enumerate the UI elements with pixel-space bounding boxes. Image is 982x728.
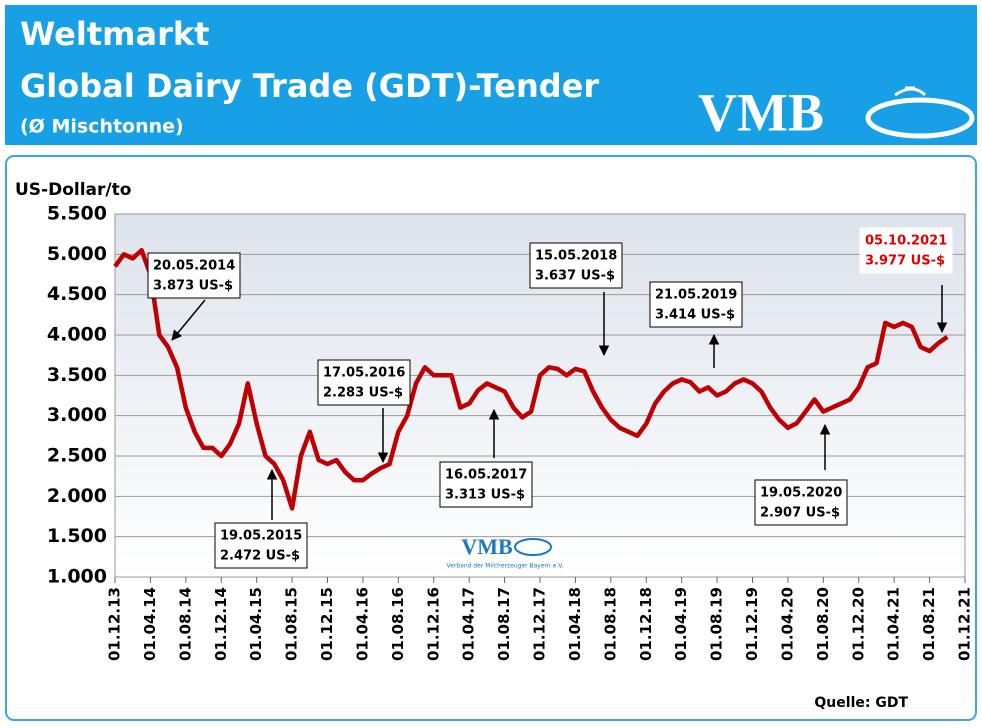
watermark-swoosh [514, 538, 552, 556]
line [113, 248, 949, 511]
annotation-box [147, 252, 241, 299]
annotation-box [317, 359, 411, 406]
subtitle: Global Dairy Trade (GDT)-Tender [20, 67, 599, 105]
x-tick-label: 01.08.15 [283, 587, 301, 661]
title: Weltmarkt [20, 15, 209, 53]
source: Quelle: GDT [814, 695, 908, 711]
y-tick-label: 2.500 [47, 445, 107, 467]
logo: VMB [698, 82, 824, 142]
y-tick-label: 5.000 [47, 243, 107, 265]
note: (Ø Mischtonne) [20, 116, 184, 138]
y-tick-label: 3.500 [47, 364, 107, 386]
x-tick-label: 01.04.19 [672, 587, 690, 661]
annotation-value: 3.313 US-$ [445, 488, 525, 503]
y-tick-label: 4.500 [47, 283, 107, 305]
x-tick-label: 01.12.14 [212, 587, 230, 661]
annotation-date: 19.05.2015 [220, 529, 302, 544]
logo-icon [894, 86, 927, 97]
annotation-value: 2.472 US-$ [220, 549, 300, 564]
annotation-box [649, 281, 743, 328]
annotation-date: 20.05.2014 [153, 259, 235, 274]
x-tick-label: 01.12.16 [424, 587, 442, 661]
annotation-box [754, 479, 848, 526]
x-tick-label: 01.12.19 [743, 587, 761, 661]
annotation-date: 16.05.2017 [445, 468, 527, 483]
annotation-date: 05.10.2021 [865, 234, 947, 249]
x-tick-label: 01.04.20 [778, 587, 796, 661]
x-tick-label: 01.12.21 [956, 587, 974, 661]
x-tick-label: 01.12.20 [849, 587, 867, 661]
watermark-logo: VMB [461, 534, 513, 559]
annotation-box [439, 461, 533, 508]
x-tick-label: 01.08.20 [814, 587, 832, 661]
annotation-value: 2.907 US-$ [760, 506, 840, 521]
y-tick-label: 3.000 [47, 404, 107, 426]
x-tick-label: 01.12.17 [531, 587, 549, 661]
x-tick-label: 01.04.18 [566, 587, 584, 661]
x-tick-label: 01.08.16 [389, 587, 407, 661]
plot: 1.000 1.500 2.000 2.500 3.000 3.500 4.000 4.500… [47, 203, 974, 662]
y-tick-label: 4.000 [47, 324, 107, 346]
x-tick-label: 01.04.15 [247, 587, 265, 661]
x-tick-label: 01.04.14 [141, 587, 159, 661]
x-tick-label: 01.12.18 [637, 587, 655, 661]
header-panel [5, 5, 977, 145]
annotation-value: 3.873 US-$ [153, 279, 233, 294]
watermark-text: Verband der Milcherzeuger Bayern e.V. [447, 563, 564, 570]
y-tick-label: 1.500 [47, 525, 107, 547]
annotation-date: 15.05.2018 [535, 249, 617, 264]
x-tick-label: 01.08.14 [176, 587, 194, 661]
annotation-box [859, 227, 953, 274]
y-axis-label: US-Dollar/to [15, 180, 131, 200]
annotation-date: 21.05.2019 [655, 288, 737, 303]
annotation-arrow [171, 299, 206, 341]
y-tick-label: 1.000 [47, 566, 107, 588]
y-tick-label: 2.000 [47, 485, 107, 507]
x-tick-label: 01.08.19 [708, 587, 726, 661]
x-tick-label: 01.04.16 [353, 587, 371, 661]
x-tick-label: 01.08.17 [495, 587, 513, 661]
annotation-value: 3.637 US-$ [535, 269, 615, 284]
annotation-date: 19.05.2020 [760, 486, 842, 501]
x-tick-label: 01.04.17 [460, 587, 478, 661]
y-tick-label: 5.500 [47, 203, 107, 225]
annotation-box [214, 522, 308, 569]
annotation-value: 3.977 US-$ [865, 254, 945, 269]
logo-swoosh [865, 97, 975, 139]
x-tick-label: 01.08.18 [601, 587, 619, 661]
x-tick-label: 01.12.15 [318, 587, 336, 661]
x-tick-label: 01.08.21 [920, 587, 938, 661]
annotation-value: 2.283 US-$ [323, 386, 403, 401]
x-tick-label: 01.04.21 [885, 587, 903, 661]
annotation-value: 3.414 US-$ [655, 308, 735, 323]
x-tick-label: 01.12.13 [106, 587, 124, 661]
annotation-date: 17.05.2016 [323, 366, 405, 381]
annotation-box [529, 242, 623, 289]
